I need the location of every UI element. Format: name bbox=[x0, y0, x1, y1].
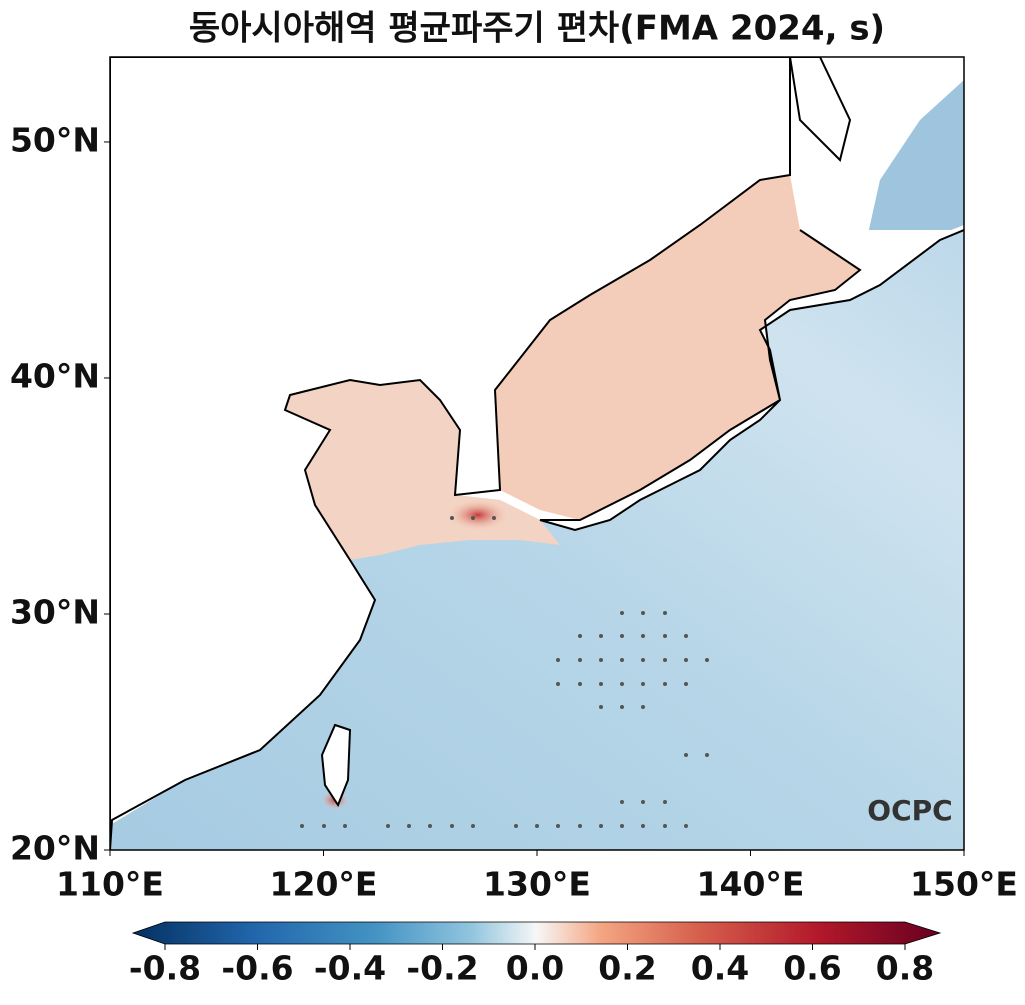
colorbar-tick-label: 0.4 bbox=[691, 949, 749, 988]
colorbar-tick-label: 0.8 bbox=[876, 949, 934, 988]
logo: OCPC bbox=[867, 794, 952, 827]
colorbar-tick-label: -0.6 bbox=[221, 949, 293, 988]
title: 동아시아해역 평균파주기 편차(FMA 2024, s) bbox=[189, 9, 885, 49]
y-tick-label: 20°N bbox=[10, 829, 100, 868]
map-field bbox=[110, 57, 964, 850]
colorbar-tick-label: -0.4 bbox=[314, 949, 386, 988]
x-tick-label: 120°E bbox=[270, 865, 378, 904]
y-tick-label: 30°N bbox=[10, 592, 100, 631]
colorbar-tick-label: 0.0 bbox=[506, 949, 564, 988]
colorbar-tick-label: 0.6 bbox=[783, 949, 841, 988]
y-tick-label: 50°N bbox=[10, 120, 100, 159]
y-tick-label: 40°N bbox=[10, 356, 100, 395]
x-tick-label: 110°E bbox=[56, 865, 164, 904]
colorbar-tick-label: 0.2 bbox=[598, 949, 656, 988]
x-tick-label: 150°E bbox=[910, 865, 1018, 904]
x-tick-label: 130°E bbox=[483, 865, 591, 904]
x-tick-label: 140°E bbox=[697, 865, 805, 904]
colorbar-tick-label: -0.8 bbox=[129, 949, 201, 988]
colorbar-tick-label: -0.2 bbox=[406, 949, 478, 988]
colorbar bbox=[131, 921, 942, 945]
